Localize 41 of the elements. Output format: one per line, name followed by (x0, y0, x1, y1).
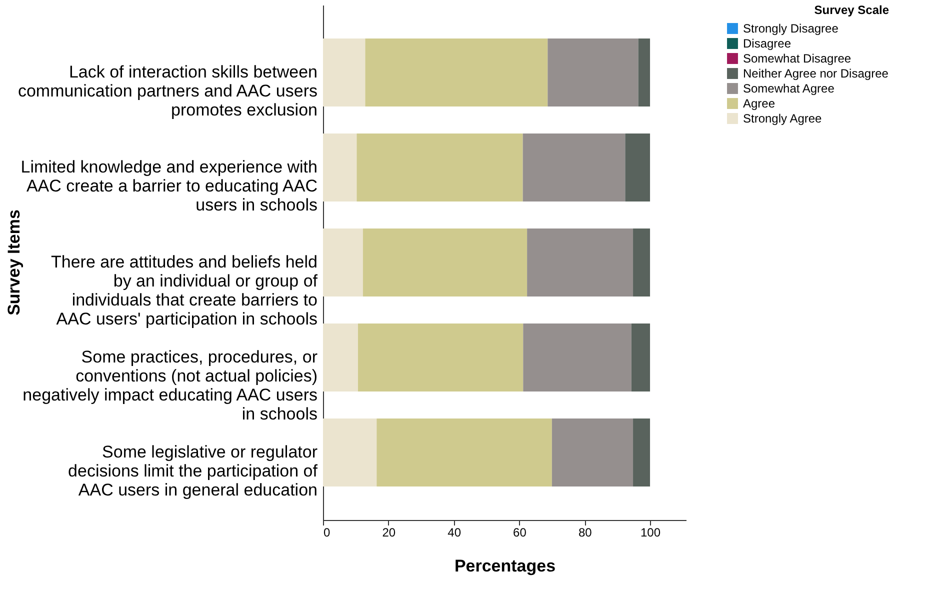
bar (552, 418, 634, 487)
bar (323, 324, 358, 392)
bar (625, 133, 650, 202)
bar (323, 228, 363, 296)
x-tick-label: 100 (640, 526, 661, 540)
bar (356, 133, 523, 202)
x-axis-title: Percentages (454, 556, 556, 576)
x-tick-label: 0 (324, 526, 330, 540)
bar (633, 418, 650, 487)
bar (631, 324, 650, 392)
bar (638, 38, 650, 106)
legend-label: Disagree (743, 36, 792, 50)
y-tick-label: There are attitudes and beliefs held by an individual or group of individuals that create barriers to AAC users' participation in schools (50, 252, 318, 328)
x-tick-label: 40 (448, 526, 462, 540)
x-tick-label: 60 (513, 526, 527, 540)
bar (527, 228, 634, 296)
legend-label: Strongly Agree (743, 112, 822, 126)
y-axis-title: Survey Items (4, 210, 24, 316)
legend-label: Somewhat Agree (743, 82, 835, 96)
bar (323, 133, 357, 202)
legend-label: Neither Agree nor Disagree (743, 66, 889, 80)
bar (323, 418, 377, 487)
bar (522, 133, 626, 202)
legend-label: Agree (743, 96, 776, 110)
bar (376, 418, 552, 487)
bar (323, 38, 366, 106)
legend-title: Survey Scale (814, 3, 890, 17)
bar (523, 324, 632, 392)
y-tick-label: Some legislative or regulator decisions limit the participation of AAC users in general education (68, 442, 318, 500)
y-tick-label: Some practices, procedures, or conventions (not actual policies) negatively impact educating AAC users in schools (22, 348, 318, 424)
legend-label: Somewhat Disagree (743, 52, 852, 66)
x-tick-label: 80 (578, 526, 592, 540)
x-tick-label: 20 (382, 526, 396, 540)
bar (362, 228, 528, 296)
bar (633, 228, 650, 296)
y-tick-label: Lack of interaction skills between communication partners and AAC users promotes exclusion (18, 62, 318, 120)
legend-label: Strongly Disagree (743, 22, 839, 36)
bar (548, 38, 638, 106)
bar (358, 324, 524, 392)
bar (365, 38, 548, 106)
y-tick-label: Limited knowledge and experience with AAC create a barrier to educating AAC users in schools (20, 157, 318, 214)
